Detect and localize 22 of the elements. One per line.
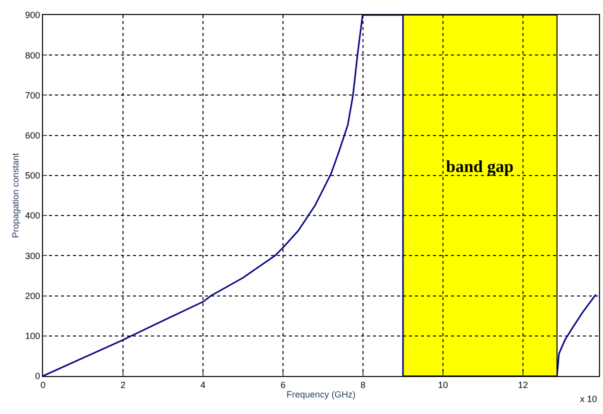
y-tick-label: 300: [25, 250, 40, 261]
x-tick-label: 2: [120, 380, 126, 390]
x-tick-label: 12: [518, 380, 528, 390]
y-tick-label: 600: [25, 130, 40, 140]
band-label: band gap: [446, 157, 514, 176]
line-series: [556, 294, 597, 376]
y-tick-label: 400: [25, 210, 40, 221]
x-tick-label: 10: [438, 380, 448, 390]
line-series: [43, 15, 404, 376]
y-tick-label: 800: [25, 50, 40, 60]
x-tick-label: 8: [360, 380, 366, 390]
y-tick-label: 200: [25, 290, 40, 301]
text: x 10: [580, 394, 598, 404]
x-axis-title: Frequency (GHz): [286, 390, 356, 400]
x-tick-label: 6: [280, 380, 286, 390]
x-tick-label: 4: [200, 380, 206, 390]
y-tick-label: 100: [25, 331, 40, 342]
y-tick-label: 700: [25, 90, 40, 100]
y-tick-label: 500: [25, 170, 40, 181]
y-axis-title: Propagation constant: [10, 152, 21, 238]
y-tick-label: 900: [25, 10, 40, 20]
y-tick-label: 0: [35, 371, 40, 382]
